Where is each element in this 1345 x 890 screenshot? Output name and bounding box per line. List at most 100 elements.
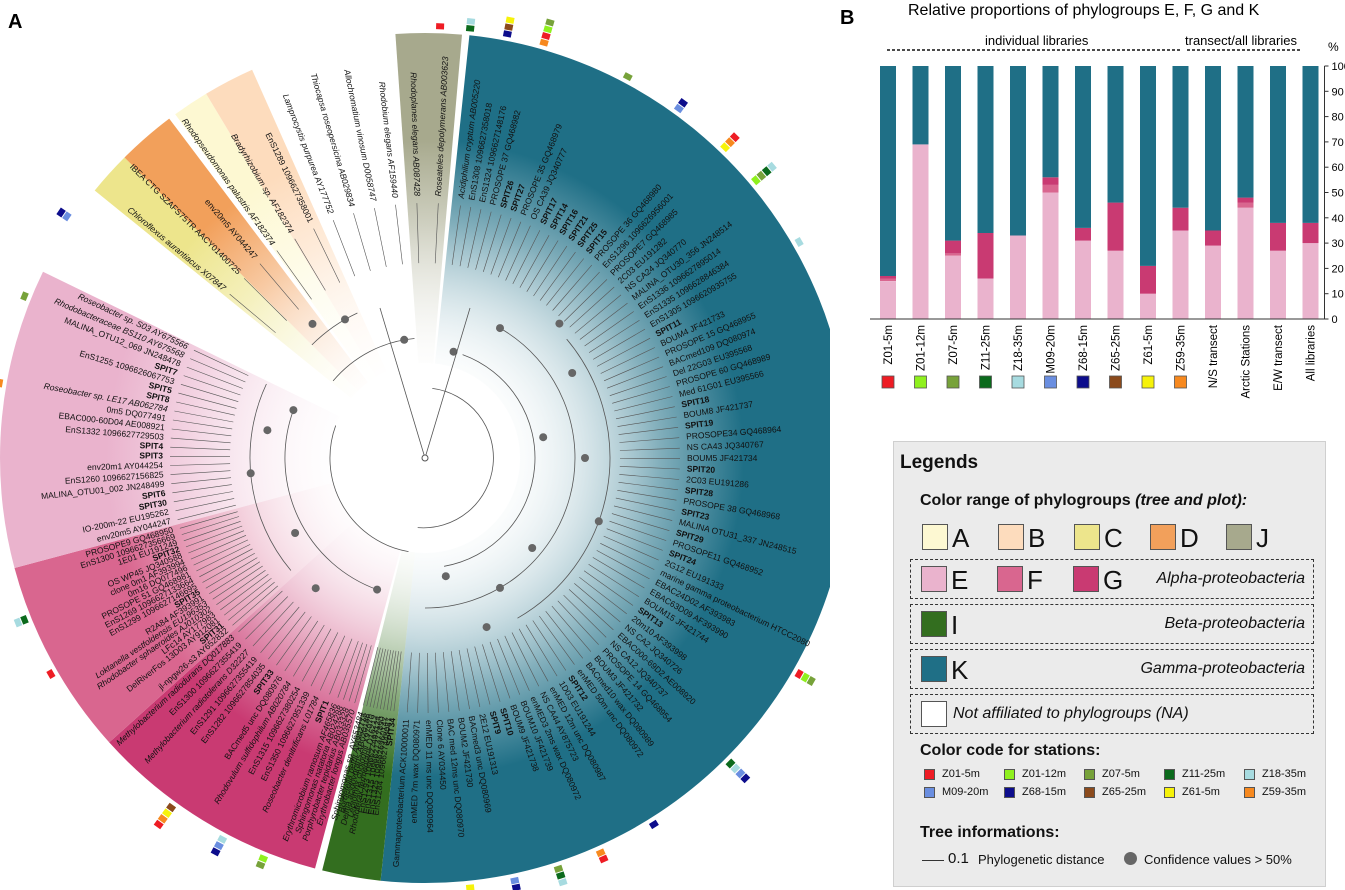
- panel-label-a: A: [8, 11, 22, 33]
- bar-stacks: [880, 66, 1319, 320]
- swatch-E: [921, 566, 947, 592]
- branch: [568, 589, 614, 631]
- branch: [600, 543, 655, 570]
- station-color-square: [1109, 375, 1122, 389]
- leaf-label: Clone 6 AY034450: [435, 719, 449, 790]
- station-marker: [553, 864, 564, 873]
- branch: [614, 396, 673, 412]
- branch: [466, 648, 481, 708]
- branch: [443, 652, 450, 712]
- station-marker: [794, 669, 804, 679]
- station-swatch: [1084, 769, 1095, 780]
- confidence-node: [482, 623, 491, 632]
- station-Z11-25m: Z11-25m: [1164, 768, 1225, 780]
- branch: [183, 521, 241, 542]
- station-marker: [730, 763, 741, 774]
- y-axis: 0 10 20 30 40 50 60 70 80 90 100: [870, 61, 1345, 326]
- confidence-node: [496, 583, 504, 592]
- branch: [353, 213, 371, 271]
- leaf-label: NS CA43 JQ340767: [687, 439, 765, 452]
- bar-segment-G: [1172, 207, 1189, 231]
- branch: [606, 528, 663, 551]
- bar-segment-K: [1107, 66, 1124, 203]
- branch: [588, 319, 640, 353]
- station-color-square: [1141, 375, 1155, 389]
- branch-arc: [444, 354, 536, 567]
- station-name: M09-20m: [942, 786, 989, 798]
- branch: [386, 650, 397, 711]
- leaf-label: SPIT3: [139, 450, 163, 460]
- branch-arc: [284, 409, 378, 590]
- station-swatch: [1004, 787, 1015, 798]
- station-marker: [622, 72, 633, 82]
- branch: [229, 293, 276, 333]
- y-tick-label: 70: [1332, 137, 1344, 149]
- station-swatch: [1164, 787, 1175, 798]
- branch: [563, 279, 608, 322]
- x-tick-label: Z61-5m: [1143, 325, 1155, 365]
- branch: [170, 437, 231, 444]
- branch: [383, 650, 394, 710]
- branch: [332, 219, 356, 277]
- station-marker: [598, 854, 609, 864]
- bar-segment-E: [880, 281, 896, 319]
- branch: [615, 406, 675, 420]
- branch: [193, 349, 249, 376]
- branch: [190, 535, 247, 560]
- station-marker: [217, 834, 228, 844]
- branch: [376, 649, 389, 709]
- confidence-node: [581, 454, 589, 462]
- branch: [518, 628, 549, 682]
- swatch-J: [1226, 524, 1252, 550]
- branch: [178, 392, 237, 409]
- not-affiliated-group: Not affiliated to phylogroups (NA): [910, 694, 1314, 734]
- branch: [450, 651, 460, 711]
- root-node: [421, 454, 429, 462]
- branch: [190, 358, 246, 383]
- x-tick-label: Z68-15m: [1078, 325, 1090, 371]
- bar-segment-K: [880, 66, 896, 276]
- bar-segment-E: [945, 255, 961, 320]
- station-name: Z01-12m: [1022, 768, 1067, 780]
- branch: [319, 635, 346, 691]
- branch: [188, 530, 245, 554]
- station-name: Z18-35m: [1262, 768, 1307, 780]
- branch: [563, 594, 607, 638]
- station-marker: [56, 207, 66, 218]
- bar-segment-G: [1140, 265, 1156, 294]
- branch: [557, 600, 599, 645]
- confidence-node: [308, 319, 317, 328]
- station-Z59-35m: Z59-35m: [1244, 786, 1306, 798]
- leaf-label: SPIT28: [684, 485, 714, 498]
- bar-segment-F: [1237, 202, 1254, 208]
- confidence-node: [449, 347, 458, 356]
- swatch-F: [997, 566, 1023, 592]
- sector-J: [395, 32, 462, 459]
- branch: [406, 652, 412, 713]
- y-tick-label: 40: [1332, 213, 1344, 225]
- bar-segment-G: [880, 276, 896, 279]
- branch: [467, 209, 482, 268]
- confidence-node: [539, 433, 548, 442]
- station-marker: [166, 802, 177, 813]
- station-marker: [545, 18, 555, 27]
- bar-segment-G: [1075, 227, 1091, 241]
- transect-header: transect/all libraries: [1185, 33, 1297, 48]
- leaf-label: enMED 11 ms unc DQ080964: [424, 720, 435, 833]
- swatch-D: [1150, 524, 1176, 550]
- station-color-square: [881, 375, 895, 389]
- branch: [539, 251, 576, 301]
- branch-arc: [517, 338, 611, 619]
- branch: [596, 550, 650, 580]
- branch: [545, 611, 584, 659]
- branch: [202, 552, 255, 583]
- branch: [348, 644, 368, 702]
- y-tick-label: 80: [1332, 112, 1344, 124]
- branch: [583, 570, 634, 606]
- bar-segment-K: [977, 66, 994, 233]
- branch: [313, 228, 341, 283]
- station-name: Z65-25m: [1102, 786, 1147, 798]
- branch: [533, 245, 568, 297]
- branch: [228, 581, 275, 621]
